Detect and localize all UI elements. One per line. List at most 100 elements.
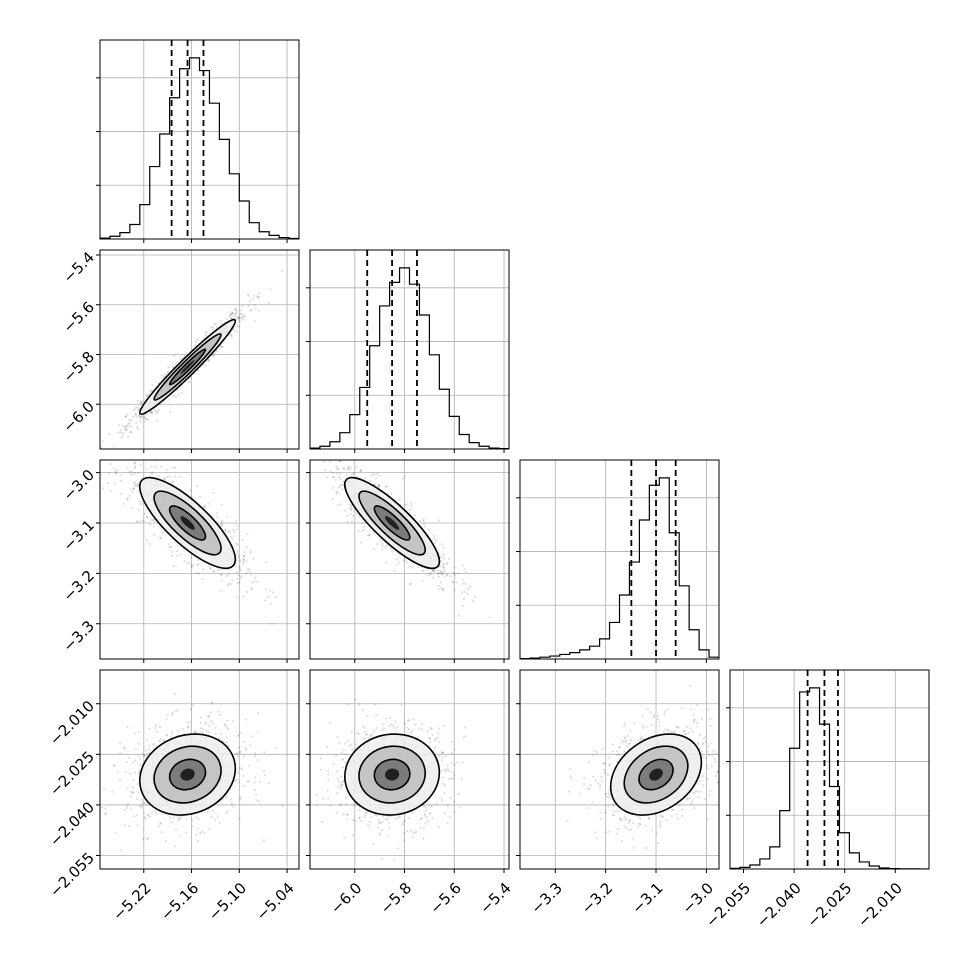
sample-point	[381, 820, 384, 823]
sample-point	[161, 812, 164, 815]
sample-point	[160, 822, 163, 825]
sample-point	[154, 726, 157, 730]
sample-point	[203, 504, 206, 507]
sample-point	[172, 564, 175, 568]
sample-point	[137, 520, 140, 523]
sample-point	[241, 316, 244, 319]
histogram-step	[100, 57, 299, 239]
sample-point	[242, 554, 246, 558]
sample-point	[119, 752, 122, 755]
sample-point	[351, 834, 354, 837]
sample-point	[172, 466, 175, 469]
sample-point	[355, 511, 359, 515]
sample-point	[225, 741, 228, 744]
sample-point	[450, 761, 453, 765]
sample-point	[401, 821, 404, 825]
sample-point	[238, 320, 241, 323]
sample-point	[188, 721, 192, 724]
sample-point	[370, 735, 373, 738]
sample-point	[241, 562, 244, 565]
sample-point	[450, 777, 453, 781]
sample-point	[102, 487, 105, 490]
sample-point	[341, 766, 344, 769]
sample-point	[437, 519, 441, 522]
sample-point	[255, 793, 258, 796]
sample-point	[234, 312, 237, 315]
sample-point	[116, 469, 119, 472]
sample-point	[203, 506, 206, 509]
sample-point	[248, 300, 251, 303]
sample-point	[203, 336, 206, 339]
sample-point	[150, 389, 153, 392]
sample-point	[262, 769, 266, 773]
sample-point	[221, 568, 224, 572]
sample-point	[359, 541, 363, 544]
sample-point	[332, 476, 335, 479]
sample-point	[150, 465, 153, 468]
sample-point	[464, 735, 467, 738]
sample-point	[174, 466, 177, 469]
sample-point	[406, 829, 409, 833]
sample-point	[439, 560, 443, 563]
sample-point	[342, 480, 345, 483]
sample-point	[209, 711, 212, 714]
sample-point	[354, 698, 357, 701]
sample-point	[245, 748, 248, 751]
sample-point	[336, 736, 339, 739]
sample-point	[236, 752, 239, 755]
sample-point	[204, 364, 207, 367]
sample-point	[104, 813, 107, 816]
sample-point	[231, 312, 234, 315]
sample-point	[256, 295, 259, 298]
sample-point	[346, 514, 349, 517]
sample-point	[381, 729, 384, 732]
sample-point	[230, 313, 233, 316]
sample-point	[675, 725, 678, 728]
sample-point	[453, 811, 456, 814]
sample-point	[226, 795, 229, 798]
sample-point	[372, 547, 376, 550]
sample-point	[244, 746, 247, 750]
sample-point	[145, 538, 148, 542]
sample-point	[393, 858, 396, 862]
sample-point	[244, 315, 247, 318]
sample-point	[453, 588, 456, 592]
sample-point	[256, 730, 259, 733]
sample-point	[464, 726, 467, 729]
sample-point	[136, 824, 139, 827]
contour-line	[344, 476, 441, 570]
sample-point	[403, 820, 406, 823]
sample-point	[264, 560, 267, 564]
sample-point	[130, 425, 133, 428]
sample-point	[327, 769, 330, 773]
sample-point	[123, 426, 126, 429]
sample-point	[344, 753, 347, 756]
histogram-step	[310, 267, 509, 449]
sample-point	[345, 803, 348, 806]
sample-point	[462, 736, 465, 739]
sample-point	[413, 514, 416, 517]
sample-point	[220, 503, 223, 506]
sample-point	[225, 736, 228, 739]
sample-point	[370, 815, 373, 819]
sample-point	[124, 425, 127, 428]
sample-point	[174, 395, 178, 398]
sample-point	[367, 737, 371, 740]
sample-point	[154, 724, 157, 727]
sample-point	[623, 824, 626, 827]
sample-point	[438, 741, 441, 744]
sample-point	[201, 577, 204, 581]
sample-point	[404, 503, 407, 506]
sample-point	[113, 435, 115, 437]
sample-point	[145, 455, 147, 457]
sample-point	[237, 556, 240, 559]
sample-point	[441, 588, 444, 591]
sample-point	[224, 723, 227, 726]
sample-point	[578, 792, 581, 795]
sample-point	[139, 418, 142, 421]
sample-point	[249, 309, 252, 312]
sample-point	[430, 804, 433, 808]
sample-point	[212, 354, 215, 357]
sample-point	[225, 726, 228, 729]
sample-point	[137, 472, 140, 475]
